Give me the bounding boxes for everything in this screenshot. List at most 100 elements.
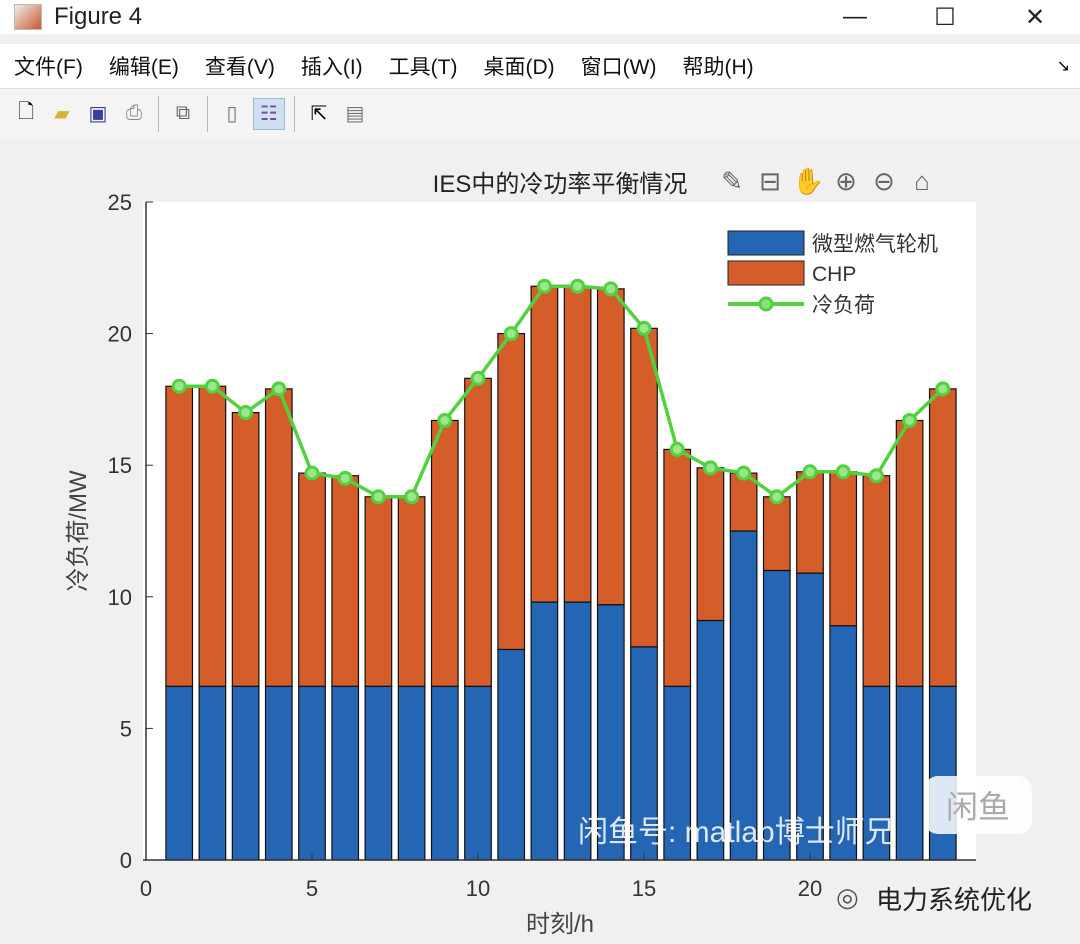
marker-cooling-load — [902, 412, 918, 428]
marker-cooling-load — [304, 465, 320, 481]
bar-micro-turbine — [430, 685, 459, 861]
bar-chp — [630, 327, 658, 648]
bar-chp — [762, 496, 791, 572]
new-file-icon[interactable]: 🗋 — [17, 100, 35, 123]
marker-cooling-load — [868, 468, 884, 484]
bar-chp — [895, 419, 924, 687]
watermark-account: 闲鱼号: matlab博士师兄 — [578, 816, 895, 849]
bar-chp — [264, 388, 293, 687]
bar-chp — [829, 471, 858, 627]
dock-arrow-icon[interactable]: ↘ — [1056, 58, 1070, 75]
data-tip-icon[interactable]: ⊟ — [759, 166, 781, 196]
bar-chp — [331, 475, 360, 687]
bar-micro-turbine — [198, 685, 227, 861]
marker-cooling-load — [503, 326, 519, 342]
bar-chp — [430, 419, 459, 687]
menu-window[interactable]: 窗口(W) — [580, 56, 657, 79]
bar-chp — [364, 496, 393, 687]
menu-tools[interactable]: 工具(T) — [388, 56, 458, 79]
marker-cooling-load — [536, 278, 552, 294]
marker-cooling-load — [669, 441, 685, 457]
brush-icon[interactable]: ✎ — [721, 166, 743, 196]
bar-micro-turbine — [895, 685, 924, 861]
x-tick-label: 0 — [140, 876, 152, 901]
bar-chp — [563, 285, 592, 603]
bar-micro-turbine — [630, 646, 658, 861]
close-button[interactable]: ✕ — [1024, 3, 1046, 31]
menu-help[interactable]: 帮助(H) — [682, 56, 754, 79]
bar-micro-turbine — [464, 685, 492, 861]
legend-icon[interactable]: ☷ — [253, 97, 285, 130]
property-inspector-icon[interactable]: ▤ — [345, 103, 365, 125]
colorbar-icon[interactable]: ▯ — [226, 103, 238, 125]
home-icon[interactable]: ⌂ — [914, 166, 930, 196]
marker-cooling-load — [437, 412, 453, 428]
bar-micro-turbine — [331, 685, 360, 861]
bar-chp — [928, 388, 957, 687]
bar-micro-turbine — [796, 572, 824, 861]
y-tick-label: 25 — [108, 190, 132, 215]
bar-micro-turbine — [563, 601, 592, 861]
bar-chp — [796, 471, 824, 574]
legend-label-cooling-load: 冷负荷 — [812, 294, 875, 317]
marker-cooling-load — [570, 278, 586, 294]
marker-cooling-load — [171, 378, 187, 394]
bar-chp — [596, 288, 625, 606]
y-tick-label: 0 — [120, 848, 132, 873]
marker-cooling-load — [271, 381, 287, 397]
y-tick-label: 15 — [108, 453, 132, 478]
matlab-icon — [14, 4, 42, 30]
menu-insert[interactable]: 插入(I) — [300, 56, 363, 79]
axes-toolbar: ✎ ⊟ ✋ ⊕ ⊖ ⌂ — [716, 166, 938, 197]
bar-chp — [298, 472, 326, 687]
pan-hand-icon[interactable]: ✋ — [792, 166, 825, 196]
menu-view[interactable]: 查看(V) — [204, 56, 275, 79]
legend[interactable]: 微型燃气轮机 CHP 冷负荷 — [727, 230, 938, 317]
link-plot-icon[interactable]: ⧉ — [175, 102, 191, 124]
bar-micro-turbine — [829, 625, 858, 861]
print-icon[interactable]: ⎙ — [126, 102, 142, 124]
minimize-button[interactable]: — — [843, 3, 867, 30]
y-tick-label: 20 — [108, 322, 132, 347]
bar-chp — [729, 472, 758, 532]
marker-cooling-load — [636, 320, 652, 336]
bar-micro-turbine — [729, 530, 758, 861]
x-tick-label: 5 — [306, 876, 318, 901]
bar-micro-turbine — [397, 685, 426, 861]
x-tick-label: 20 — [798, 876, 822, 901]
zoom-out-icon[interactable]: ⊖ — [873, 166, 895, 196]
zoom-in-icon[interactable]: ⊕ — [835, 166, 857, 196]
menu-file[interactable]: 文件(F) — [14, 56, 83, 79]
toolbar-divider — [207, 95, 208, 132]
legend-swatch-micro-turbine — [727, 230, 805, 256]
watermark-logo: 闲鱼 — [924, 776, 1032, 834]
toolbar-divider — [294, 95, 295, 132]
legend-swatch-chp — [727, 260, 805, 286]
x-tick-label: 10 — [466, 876, 490, 901]
y-axis-label: 冷负荷/MW — [65, 470, 92, 592]
bar-chp — [497, 333, 526, 651]
bar-chp — [696, 467, 725, 622]
menu-edit[interactable]: 编辑(E) — [108, 56, 179, 79]
bar-chp — [165, 385, 194, 687]
menu-desktop[interactable]: 桌面(D) — [483, 56, 555, 79]
bar-micro-turbine — [497, 648, 526, 861]
bar-chp — [397, 496, 426, 687]
figure-toolbar: 🗋 ▰ ▣ ⎙ ⧉ ▯ ☷ ⇱ ▤ — [0, 88, 1080, 138]
marker-cooling-load — [337, 470, 353, 486]
bar-chp — [862, 475, 891, 687]
marker-cooling-load — [736, 465, 752, 481]
pointer-icon[interactable]: ⇱ — [310, 103, 328, 125]
marker-cooling-load — [603, 281, 619, 297]
marker-cooling-load — [802, 464, 818, 480]
bar-chp — [464, 377, 492, 687]
maximize-button[interactable]: ☐ — [934, 3, 956, 31]
watermark-wechat: 电力系统优化 — [876, 885, 1033, 915]
toolbar-divider — [158, 95, 159, 132]
open-folder-icon[interactable]: ▰ — [54, 103, 70, 125]
marker-cooling-load — [238, 405, 254, 421]
x-axis-label: 时刻/h — [526, 911, 594, 938]
title-bar: Figure 4 — ☐ ✕ — [0, 0, 1080, 34]
save-icon[interactable]: ▣ — [88, 103, 108, 125]
marker-cooling-load — [204, 378, 220, 394]
